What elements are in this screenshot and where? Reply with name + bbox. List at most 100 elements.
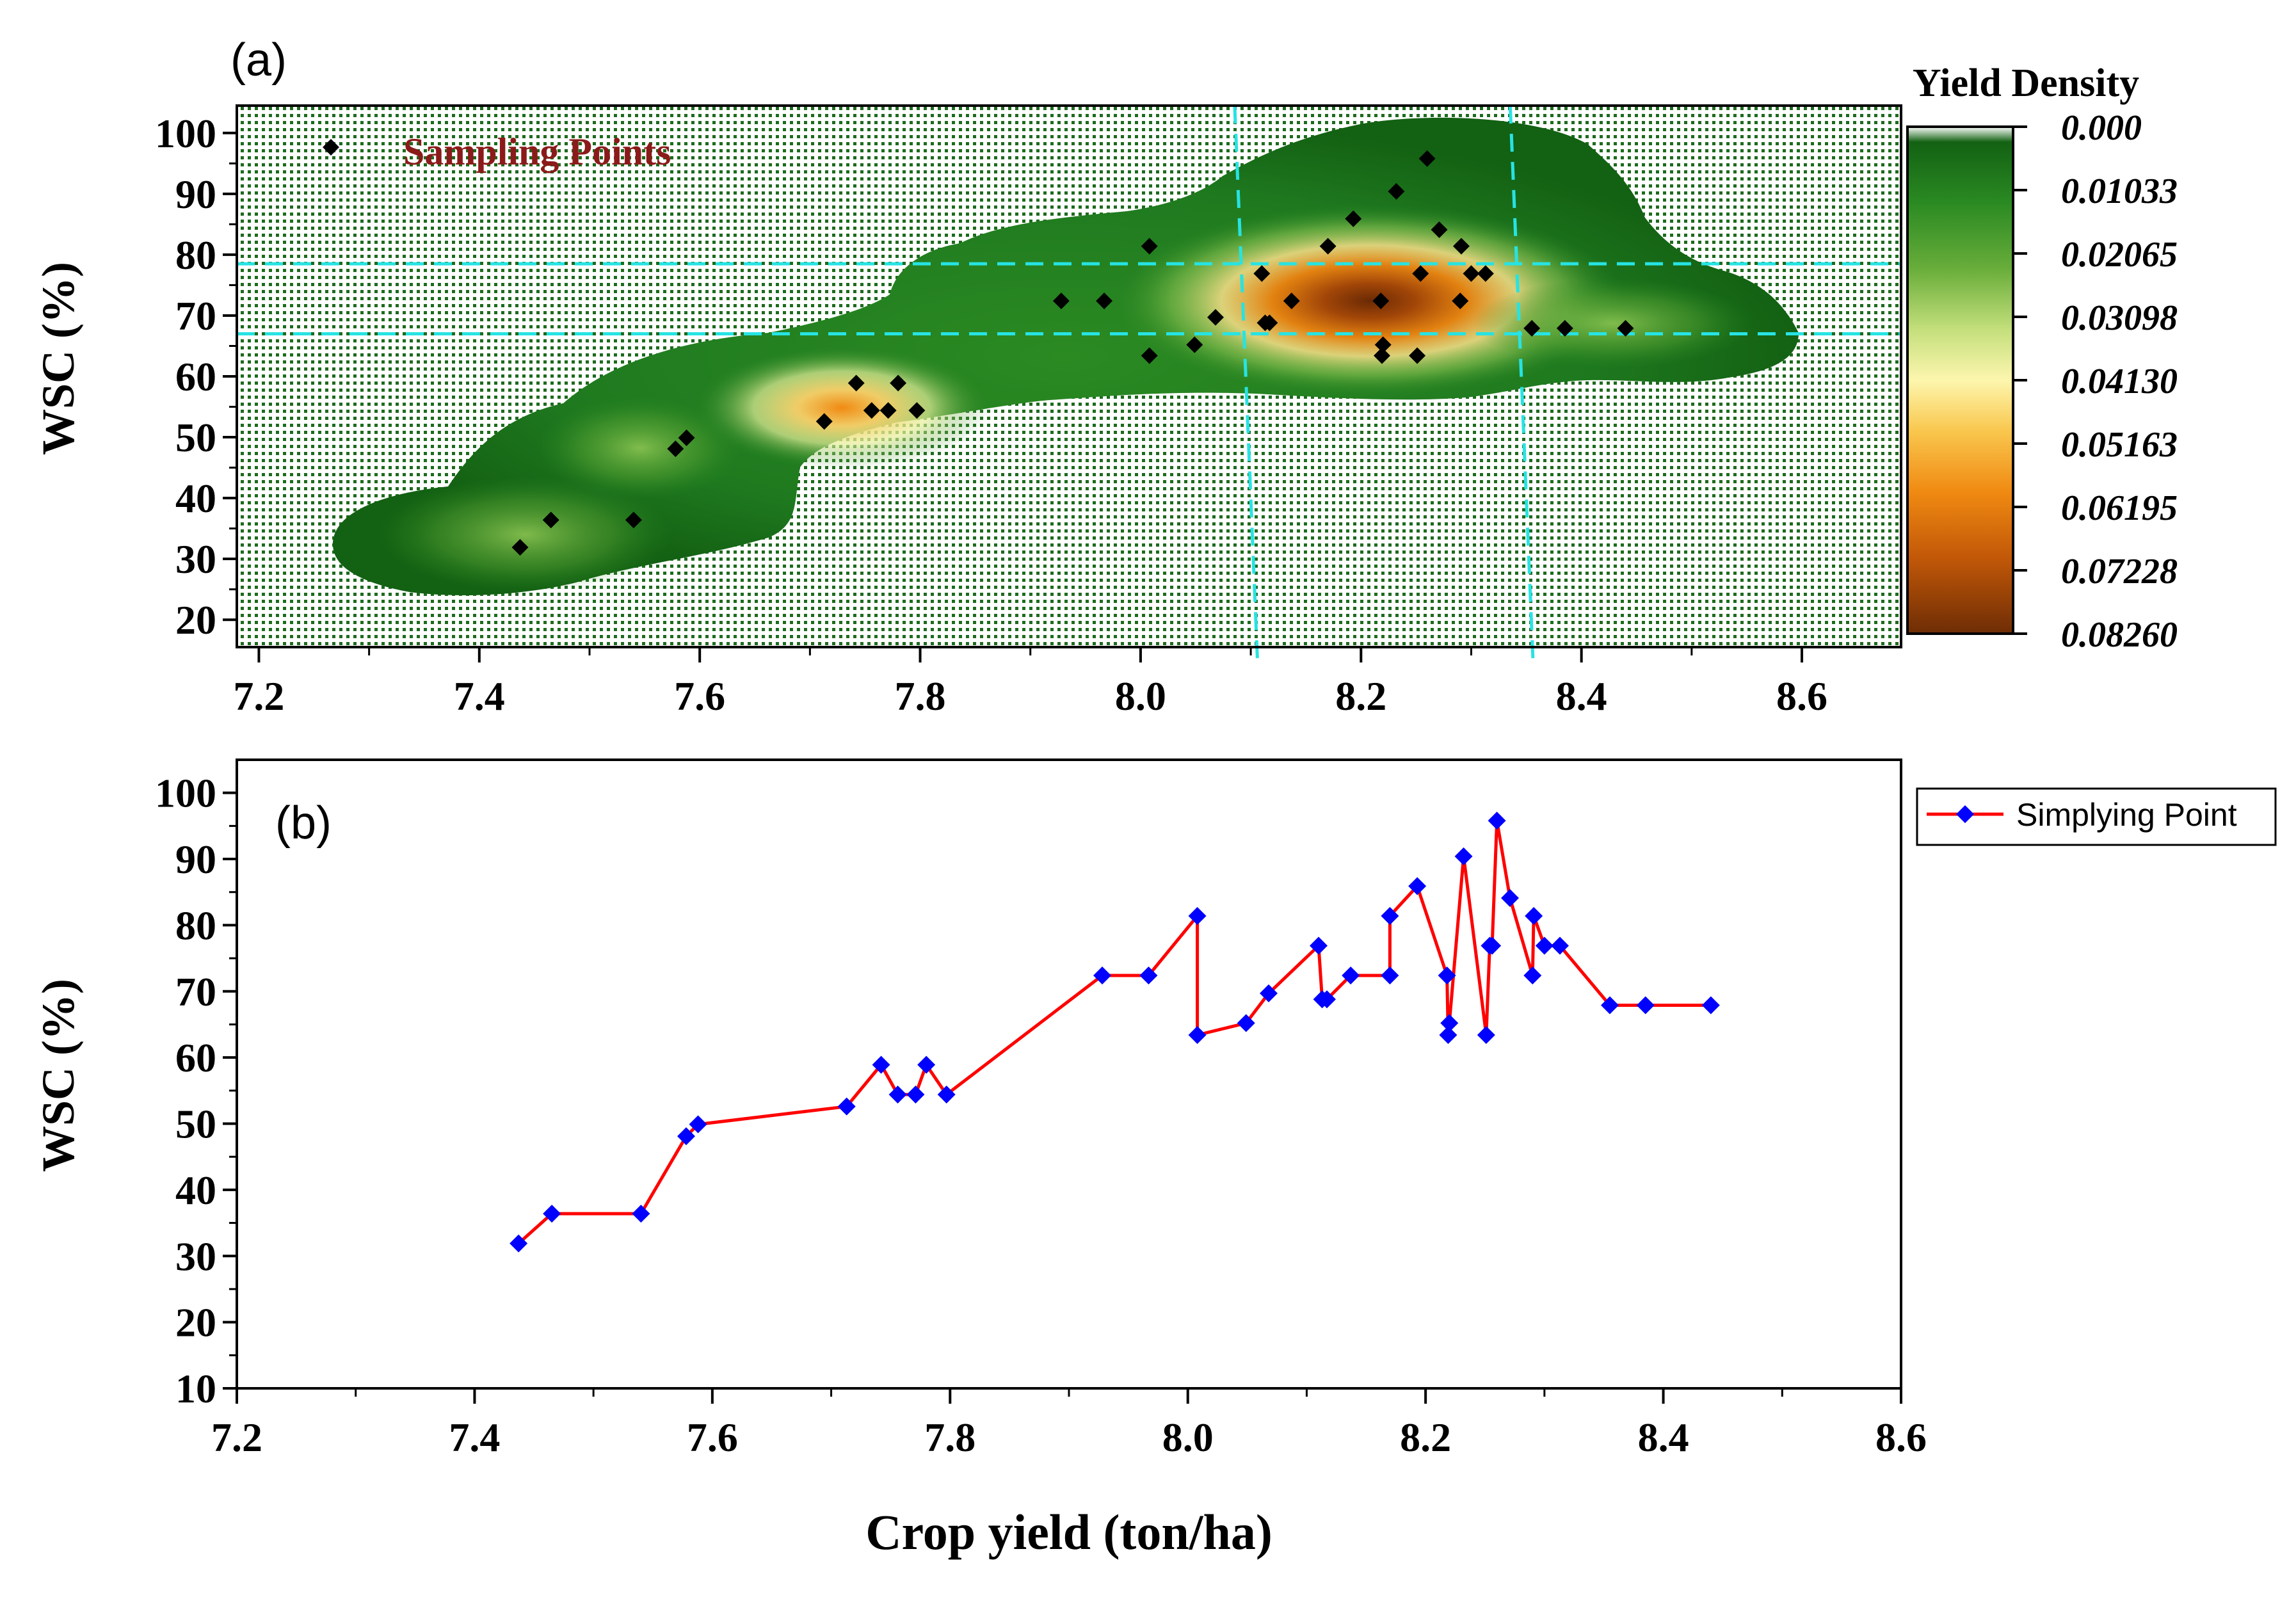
x-tick-label: 7.4 (449, 1415, 500, 1460)
sampling-point (908, 402, 926, 419)
y-tick-label: 40 (175, 476, 216, 521)
series-point (510, 1234, 528, 1253)
series-point (1310, 936, 1328, 955)
series-point (1483, 936, 1502, 955)
series-point (1636, 996, 1655, 1015)
reference-line-vertical (1508, 105, 1535, 667)
series-point (1525, 906, 1543, 925)
sampling-point (1409, 347, 1426, 364)
series-point (888, 1086, 907, 1104)
colorbar-tick-label: 0.04130 (2061, 362, 2178, 401)
y-tick-label: 60 (175, 354, 216, 399)
colorbar-title: Yield Density (1913, 61, 2139, 105)
sampling-point (1141, 347, 1158, 364)
y-tick-label: 20 (175, 597, 216, 643)
sampling-point (1319, 237, 1337, 255)
series-point (1438, 966, 1456, 984)
panel-a-legend: Sampling Points (323, 131, 671, 173)
colorbar-tick-label: 0.07228 (2061, 552, 2178, 591)
y-tick-label: 60 (175, 1035, 216, 1080)
panel-b: 10 20 30 40 50 60 70 80 90 100 7.2 7.4 7.6 7.8 8.0 8.2… (33, 758, 2277, 1560)
sampling-point (1477, 265, 1494, 282)
y-tick-label: 100 (155, 111, 216, 156)
sampling-point (1556, 319, 1573, 337)
colorbar-tick-label: 0.000 (2061, 108, 2142, 148)
sampling-point (1523, 319, 1541, 337)
y-tick-label: 70 (175, 969, 216, 1015)
series-point (1501, 889, 1519, 908)
y-tick-label: 90 (175, 837, 216, 882)
sampling-point (847, 374, 865, 392)
sampling-point (1431, 221, 1448, 238)
series-point (1488, 812, 1506, 830)
panel-b-plot-background (237, 760, 1901, 1388)
sampling-point (1261, 314, 1278, 332)
series-point (1454, 847, 1473, 865)
panel-a-y-axis: 20 30 40 50 60 70 80 90 100 (155, 111, 237, 643)
sampling-point (1463, 265, 1480, 282)
panel-b-x-axis: 7.2 7.4 7.6 7.8 8.0 8.2 8.4 8.6 (211, 1388, 1927, 1460)
sampling-point (1372, 293, 1390, 310)
series-point (1188, 1026, 1207, 1045)
series-point (1701, 996, 1720, 1015)
x-tick-label: 7.2 (211, 1415, 262, 1460)
sampling-point (1412, 265, 1429, 282)
legend-marker-diamond (1956, 805, 1974, 823)
x-tick-label: 7.6 (674, 673, 725, 719)
density-shoulder-mid (538, 397, 743, 499)
panel-b-legend: Simplying Point (1916, 787, 2277, 846)
series-point (1139, 966, 1158, 984)
series-point (689, 1115, 707, 1134)
sampling-point (1617, 319, 1634, 337)
colorbar-tick-label: 0.06195 (2061, 488, 2178, 528)
density-peak-secondary (694, 347, 989, 469)
sampling-point (1418, 150, 1436, 167)
sampling-point (890, 374, 907, 392)
legend-box (1916, 787, 2277, 846)
x-tick-label: 8.4 (1638, 1415, 1689, 1460)
colorbar-tick-label: 0.02065 (2061, 235, 2178, 275)
x-tick-label: 8.4 (1556, 673, 1607, 719)
series-point (1601, 996, 1619, 1015)
series-point (1188, 906, 1207, 925)
series-point (1439, 1026, 1457, 1045)
sampling-point (542, 511, 559, 529)
series-point (872, 1055, 890, 1074)
y-tick-label: 50 (175, 415, 216, 460)
sampling-point (815, 413, 833, 430)
x-tick-label: 7.8 (924, 1415, 975, 1460)
sampling-point (1207, 309, 1224, 326)
colorbar-tick-label: 0.03098 (2061, 298, 2178, 338)
series-point (1342, 966, 1360, 984)
x-tick-label: 8.2 (1400, 1415, 1451, 1460)
panel-a-x-axis: 7.2 7.4 7.6 7.8 8.0 8.2 8.4 8.6 (233, 647, 1827, 719)
density-shoulder-low (378, 477, 672, 592)
legend-label-simplying-point: Simplying Point (2016, 797, 2237, 833)
y-tick-label: 70 (175, 293, 216, 339)
series-point (917, 1055, 936, 1074)
colorbar-ticks: 0.000 0.01033 0.02065 0.03098 0.04130 0.05163… (2013, 108, 2178, 655)
panel-b-y-axis: 10 20 30 40 50 60 70 80 90 100 (155, 771, 237, 1411)
sampling-point (863, 402, 880, 419)
x-tick-label: 8.0 (1162, 1415, 1214, 1460)
series-point (1260, 984, 1278, 1002)
sampling-point (879, 402, 897, 419)
series-point (1477, 1026, 1495, 1045)
y-tick-label: 20 (175, 1300, 216, 1345)
series-point (632, 1205, 650, 1223)
series-line (517, 819, 1711, 1245)
series-point (837, 1097, 856, 1116)
sampling-point (1345, 210, 1362, 227)
x-tick-label: 7.4 (454, 673, 505, 719)
panel-a-y-axis-title: WSC (%) (33, 262, 84, 455)
series-point (543, 1205, 561, 1223)
panel-a: 20 30 40 50 60 70 80 90 100 7.2 7.4 7.6 7.8 8.0 8.2 8.… (33, 35, 2178, 719)
sampling-point (1374, 347, 1391, 364)
panel-b-y-axis-title: WSC (%) (33, 979, 84, 1172)
y-tick-label: 90 (175, 172, 216, 217)
colorbar: Yield Density 0.000 0.01033 0.02065 0.03098… (1906, 61, 2178, 655)
y-tick-label: 80 (175, 903, 216, 948)
series-point (1381, 966, 1399, 984)
series-point (1381, 906, 1399, 925)
sampling-points (511, 150, 1634, 556)
